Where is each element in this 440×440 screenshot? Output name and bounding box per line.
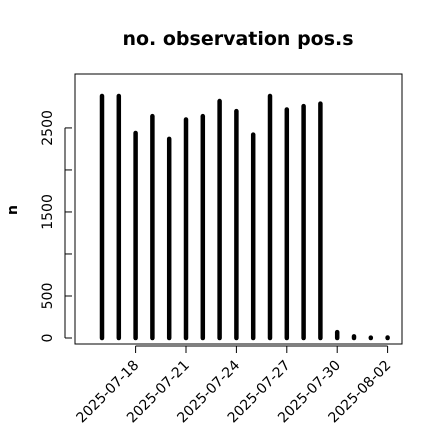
x-axis: 2025-07-182025-07-212025-07-242025-07-27… xyxy=(74,345,394,426)
chart-title: no. observation pos.s xyxy=(122,28,353,50)
bars-group xyxy=(99,93,390,341)
y-tick-label-1500: 1500 xyxy=(40,194,56,230)
y-tick-label-500: 500 xyxy=(40,283,56,310)
y-axis-label: n xyxy=(5,205,21,215)
y-tick-label-0: 0 xyxy=(40,334,56,343)
plot-frame xyxy=(74,73,403,345)
y-tick-label-2500: 2500 xyxy=(40,110,56,146)
y-axis: 0 500 1500 2500 xyxy=(40,110,72,342)
